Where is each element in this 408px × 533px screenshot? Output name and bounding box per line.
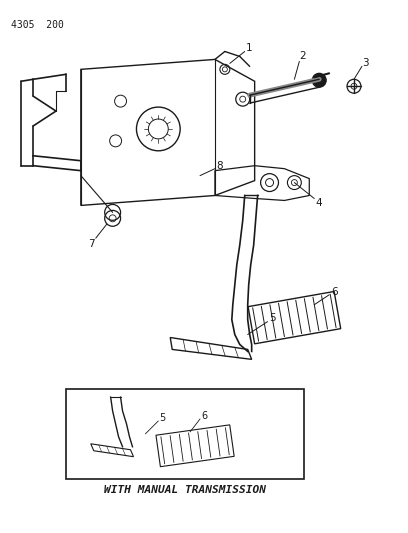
Text: 6: 6 bbox=[331, 287, 337, 297]
Text: 3: 3 bbox=[363, 59, 369, 68]
Bar bbox=[66, 389, 304, 479]
Text: 8: 8 bbox=[217, 160, 223, 171]
Text: 4305  200: 4305 200 bbox=[11, 20, 64, 30]
Text: 1: 1 bbox=[245, 44, 252, 53]
Text: 5: 5 bbox=[269, 313, 276, 322]
Text: 2: 2 bbox=[299, 52, 306, 61]
Text: WITH MANUAL TRANSMISSION: WITH MANUAL TRANSMISSION bbox=[104, 486, 266, 496]
Text: 7: 7 bbox=[89, 239, 95, 249]
Text: 4: 4 bbox=[316, 198, 322, 208]
Text: 6: 6 bbox=[201, 411, 207, 421]
Circle shape bbox=[312, 74, 326, 87]
Text: 5: 5 bbox=[159, 413, 165, 423]
